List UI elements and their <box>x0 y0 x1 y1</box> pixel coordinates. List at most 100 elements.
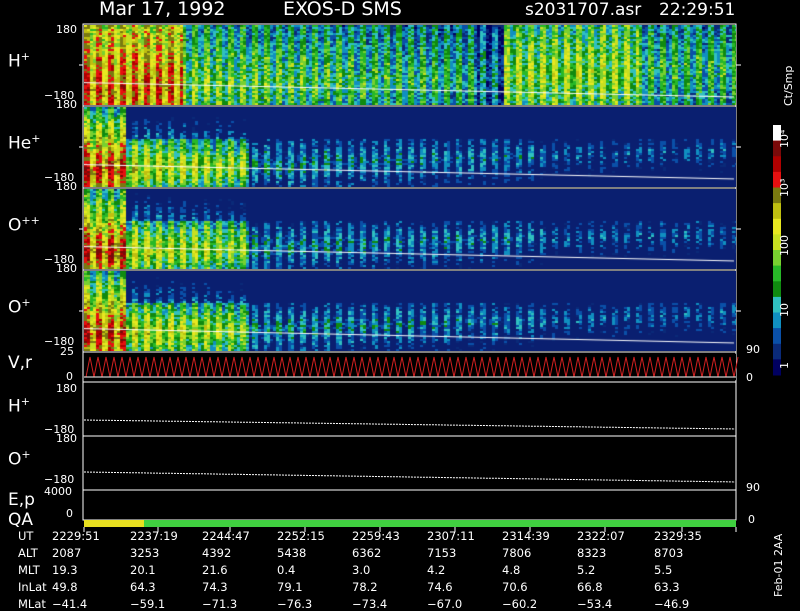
panel-label-he-plus: He+ <box>8 132 41 154</box>
ephem-cell-alt-1: 3253 <box>130 546 160 560</box>
ephem-cell-inlat-3: 79.1 <box>277 580 303 594</box>
ephem-cell-inlat-2: 74.3 <box>202 580 228 594</box>
ephem-cell-mlt-7: 5.2 <box>577 563 596 577</box>
chart-instrument: EXOS-D SMS <box>283 0 402 20</box>
ephem-cell-alt-7: 8323 <box>577 546 607 560</box>
ephem-cell-alt-4: 6362 <box>352 546 382 560</box>
ephem-row-label-mlt: MLT <box>18 563 40 577</box>
ephem-cell-mlat-0: −41.4 <box>52 597 88 611</box>
qa-bar-good <box>144 520 736 527</box>
ephem-cell-alt-8: 8703 <box>654 546 684 560</box>
panel-frame-6 <box>82 435 737 491</box>
tick-h2-top: 180 <box>56 382 77 395</box>
ephem-cell-mlt-3: 0.4 <box>277 563 296 577</box>
tick-op-bottom: −180 <box>44 335 75 348</box>
colorbar-swatch-8 <box>773 250 781 267</box>
colorbar-label-100: 100 <box>778 235 791 256</box>
tick-he-bottom: −180 <box>44 171 75 184</box>
ephem-cell-mlat-1: −59.1 <box>130 597 166 611</box>
colorbar-swatch-12 <box>773 312 781 329</box>
tick-ep-top: 4000 <box>44 485 72 498</box>
tick-vr-right-bottom: 0 <box>746 371 753 384</box>
colorbar-label-1e3: 10³ <box>778 178 791 197</box>
panel-label-h-plus: H+ <box>8 50 31 72</box>
tick-qa-right: 0 <box>748 513 755 526</box>
ephem-cell-inlat-5: 74.6 <box>427 580 453 594</box>
ephem-cell-ut-5: 2307:11 <box>427 529 475 543</box>
colorbar-swatch-15 <box>773 359 781 376</box>
ephem-cell-ut-2: 2244:47 <box>202 529 250 543</box>
ephem-row-label-ut: UT <box>18 529 34 543</box>
tick-he-top: 180 <box>56 98 77 111</box>
footer-note: Feb-01 2AA <box>772 533 785 597</box>
panel-frame-5 <box>82 381 737 437</box>
ephem-row-label-alt: ALT <box>18 546 38 560</box>
colorbar-swatch-11 <box>773 296 781 313</box>
tick-opp-bottom: −180 <box>44 253 75 266</box>
ephem-cell-mlat-8: −46.9 <box>654 597 690 611</box>
ephem-cell-inlat-8: 63.3 <box>654 580 680 594</box>
panel-frame-7 <box>82 489 737 521</box>
ephem-cell-alt-2: 4392 <box>202 546 232 560</box>
ephem-cell-mlt-1: 20.1 <box>130 563 156 577</box>
ephem-cell-alt-6: 7806 <box>502 546 532 560</box>
ephem-cell-ut-3: 2252:15 <box>277 529 325 543</box>
ephem-cell-alt-3: 5438 <box>277 546 307 560</box>
colorbar-swatch-13 <box>773 328 781 345</box>
colorbar-swatch-7 <box>773 234 781 251</box>
ephem-cell-mlat-3: −76.3 <box>277 597 313 611</box>
o-plus-line <box>84 471 736 483</box>
colorbar-label-10: 10 <box>778 303 791 317</box>
colorbar-label-1: 1 <box>778 362 791 369</box>
tick-vr-right-top: 90 <box>746 343 760 356</box>
colorbar-swatch-1 <box>773 140 781 157</box>
ephem-cell-ut-4: 2259:43 <box>352 529 400 543</box>
ephem-cell-mlt-0: 19.3 <box>52 563 78 577</box>
spectrogram-h-plus <box>84 25 736 105</box>
ephem-cell-mlt-8: 5.5 <box>654 563 673 577</box>
ephem-cell-inlat-1: 64.3 <box>130 580 156 594</box>
ephem-cell-mlt-5: 4.2 <box>427 563 446 577</box>
tick-h-bottom: −180 <box>44 89 75 102</box>
panel-label-qa: QA <box>8 510 34 530</box>
ephem-cell-mlat-4: −73.4 <box>352 597 388 611</box>
panel-label-h-plus-line: H+ <box>8 395 31 417</box>
colorbar-swatch-6 <box>773 218 781 235</box>
tick-ep-right-top: 90 <box>746 481 760 494</box>
ephem-cell-inlat-7: 66.8 <box>577 580 603 594</box>
panel-label-o-plus-plus: O++ <box>8 214 40 236</box>
panel-label-o-plus: O+ <box>8 296 31 318</box>
ephem-cell-inlat-4: 78.2 <box>352 580 378 594</box>
tick-o2-top: 180 <box>56 432 77 445</box>
chart-date: Mar 17, 1992 <box>99 0 226 20</box>
ephem-cell-inlat-0: 49.8 <box>52 580 78 594</box>
chart-file: s2031707.asr <box>525 0 642 20</box>
colorbar-label-1e4: 10⁴ <box>778 129 791 148</box>
ephem-cell-mlt-2: 21.6 <box>202 563 228 577</box>
spectrogram-o-plus <box>84 271 736 351</box>
spectrogram-he-plus <box>84 107 736 187</box>
colorbar-swatch-2 <box>773 156 781 173</box>
ephem-cell-inlat-6: 70.6 <box>502 580 528 594</box>
panel-label-vr: V,r <box>8 353 33 373</box>
ephem-cell-ut-1: 2237:19 <box>130 529 178 543</box>
panel-label-ep: E,p <box>8 490 35 510</box>
tick-vr-bottom: 0 <box>66 370 73 383</box>
panel-label-o-plus-line: O+ <box>8 448 31 470</box>
colorbar-swatch-10 <box>773 281 781 298</box>
chart-time: 22:29:51 <box>659 0 736 20</box>
ephem-cell-alt-0: 2087 <box>52 546 82 560</box>
spectrogram-o-plus-plus <box>84 189 736 269</box>
ephem-cell-ut-0: 2229:51 <box>52 529 100 543</box>
colorbar-swatch-14 <box>773 343 781 360</box>
colorbar-swatch-3 <box>773 171 781 188</box>
h-plus-line <box>84 419 736 430</box>
ephem-row-label-mlat: MLat <box>18 597 46 611</box>
ephem-cell-ut-6: 2314:39 <box>502 529 550 543</box>
colorbar-swatch-9 <box>773 265 781 282</box>
ephem-cell-ut-8: 2329:35 <box>654 529 702 543</box>
colorbar-swatch-0 <box>773 125 781 142</box>
ephem-cell-mlat-5: −67.0 <box>427 597 463 611</box>
ephem-cell-alt-5: 7153 <box>427 546 457 560</box>
